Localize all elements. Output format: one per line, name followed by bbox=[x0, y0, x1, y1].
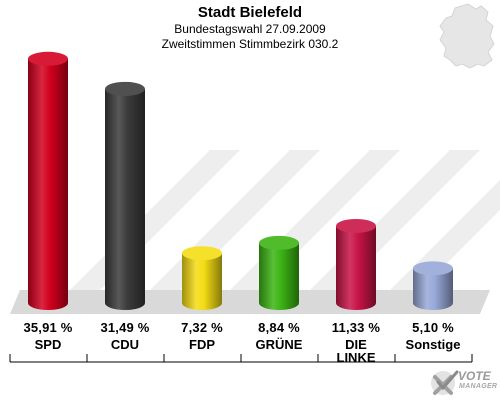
value-label: 35,91 % bbox=[23, 320, 73, 335]
value-label: 31,49 % bbox=[100, 320, 150, 335]
bar-body bbox=[259, 242, 299, 310]
category-label: CDU bbox=[110, 337, 140, 352]
bar-body bbox=[105, 88, 145, 310]
category-label: SPD bbox=[34, 337, 62, 352]
germany-map-icon bbox=[439, 3, 495, 69]
category-axis bbox=[9, 354, 473, 363]
bar-grüne bbox=[259, 235, 299, 310]
brand-subtitle: MANAGER bbox=[459, 383, 498, 390]
bar-top bbox=[182, 246, 222, 261]
brand-name: VOTE bbox=[458, 369, 491, 383]
bar-spd bbox=[28, 51, 68, 311]
bar-fdp bbox=[182, 246, 222, 310]
category-label: Sonstige bbox=[405, 337, 461, 352]
category-label: DIE LINKE bbox=[336, 337, 376, 365]
bars-group bbox=[28, 51, 453, 311]
checkmark-x-icon bbox=[431, 370, 459, 395]
bar-top bbox=[105, 81, 145, 96]
value-label: 7,32 % bbox=[181, 320, 223, 335]
subtitle-district: Zweitstimmen Stimmbezirk 030.2 bbox=[161, 37, 339, 51]
brand-logo: VOTE MANAGER bbox=[430, 368, 498, 398]
bar-body bbox=[413, 268, 453, 310]
bar-body bbox=[182, 253, 222, 310]
bar-top bbox=[336, 218, 376, 233]
bar-body bbox=[336, 225, 376, 310]
category-label: FDP bbox=[189, 337, 215, 352]
value-label: 5,10 % bbox=[412, 320, 454, 335]
bar-top bbox=[413, 261, 453, 276]
bar-sonstige bbox=[413, 261, 453, 310]
category-label: GRÜNE bbox=[255, 337, 303, 352]
bar-die-linke bbox=[336, 218, 376, 310]
page-title: Stadt Bielefeld bbox=[197, 4, 303, 21]
background-stripe bbox=[310, 150, 480, 290]
bar-top bbox=[259, 235, 299, 250]
subtitle-election: Bundestagswahl 27.09.2009 bbox=[174, 22, 326, 36]
value-label: 11,33 % bbox=[331, 320, 381, 335]
bar-top bbox=[28, 51, 68, 66]
background-stripe bbox=[390, 180, 500, 290]
bar-body bbox=[28, 58, 68, 311]
value-label: 8,84 % bbox=[258, 320, 300, 335]
bar-cdu bbox=[105, 81, 145, 310]
